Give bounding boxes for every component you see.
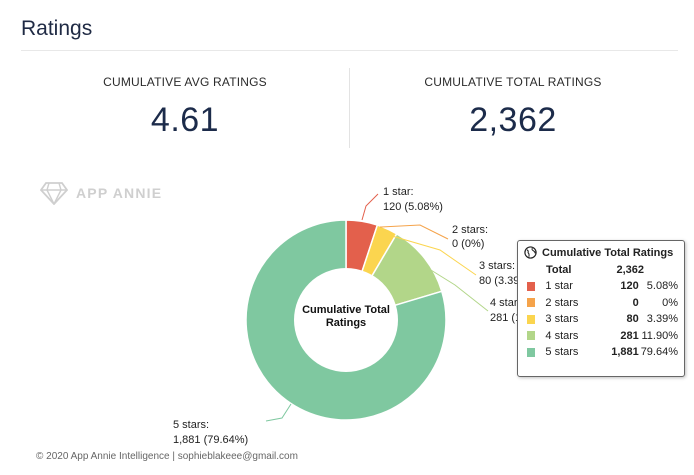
callout-5-stars-label: 5 stars: [173, 419, 209, 431]
stat-total-value: 2,362 [469, 101, 557, 139]
tooltip-row-pct: 0% [662, 296, 678, 309]
tooltip-row: 3 stars 80 3.39% [524, 311, 678, 328]
stat-avg-ratings: CUMULATIVE AVG RATINGS 4.61 [85, 75, 285, 140]
title-divider [21, 50, 678, 51]
globe-icon [524, 246, 537, 259]
tooltip-row-count: 80 [626, 313, 639, 326]
tooltip-row: 5 stars 1,881 79.64% [524, 344, 678, 361]
stat-avg-label: CUMULATIVE AVG RATINGS [103, 75, 267, 89]
footer-copyright: © 2020 App Annie Intelligence | sophiebl… [36, 451, 298, 462]
callout-2-stars-label: 2 stars: [452, 224, 488, 236]
tooltip-row-pct: 3.39% [646, 313, 678, 326]
stat-avg-value: 4.61 [150, 101, 220, 139]
tooltip-swatch [527, 298, 536, 308]
tooltip-header: Cumulative Total Ratings [524, 246, 678, 259]
tooltip-row-name: 1 star [545, 280, 573, 293]
tooltip-row-count: 1,881 [611, 346, 639, 359]
donut-hole [294, 268, 398, 372]
stat-total-label: CUMULATIVE TOTAL RATINGS [424, 75, 602, 89]
callout-leader-line [379, 224, 449, 240]
tooltip-row: 4 stars 281 11.90% [524, 328, 678, 345]
app-annie-watermark: APP ANNIE [40, 181, 162, 205]
tooltip-swatch [527, 331, 536, 341]
callout-3-stars-label: 3 stars: [479, 260, 515, 272]
tooltip-row-count: 120 [620, 280, 639, 293]
stat-divider [349, 68, 350, 148]
stat-total-ratings: CUMULATIVE TOTAL RATINGS 2,362 [413, 75, 613, 140]
callout-leader-line [361, 193, 379, 221]
watermark-text: APP ANNIE [76, 185, 163, 201]
tooltip-title: Cumulative Total Ratings [542, 246, 674, 259]
tooltip-total-row: Total 2,362 [524, 261, 678, 278]
tooltip-row-name: 2 stars [545, 296, 579, 309]
center-label-line1: Cumulative Total [302, 304, 390, 316]
callout-leader-line [265, 403, 292, 422]
center-label-line2: Ratings [326, 317, 366, 329]
callout-leader-line [417, 261, 489, 312]
tooltip-swatch [527, 347, 536, 357]
tooltip-row-count: 281 [620, 329, 639, 342]
tooltip-row-name: 3 stars [545, 313, 579, 326]
callout-1-star-value: 120 (5.08%) [383, 201, 443, 213]
tooltip-swatch [527, 281, 536, 291]
tooltip-row-pct: 11.90% [641, 329, 679, 342]
tooltip-row-pct: 79.64% [640, 346, 678, 359]
tooltip-row-name: 5 stars [545, 346, 579, 359]
tooltip-row-name: 4 stars [545, 329, 579, 342]
tooltip-total-value: 2,362 [616, 263, 644, 276]
callout-5-stars-value: 1,881 (79.64%) [173, 434, 248, 446]
tooltip-row: 2 stars 0 0% [524, 295, 678, 312]
chart-tooltip: Cumulative Total Ratings Total 2,362 1 s… [517, 240, 685, 377]
section-title: Ratings [21, 17, 93, 40]
callout-2-stars-value: 0 (0%) [452, 238, 484, 250]
tooltip-swatch [527, 314, 536, 324]
tooltip-row-count: 0 [632, 296, 639, 309]
tooltip-row-pct: 5.08% [646, 280, 678, 293]
tooltip-rows: 1 star 120 5.08% 2 stars 0 0% 3 stars 80 3.39% 4 … [524, 278, 678, 361]
callout-1-star-label: 1 star: [383, 186, 414, 198]
tooltip-total-label: Total [546, 263, 572, 276]
diamond-logo-icon [40, 182, 68, 205]
tooltip-row: 1 star 120 5.08% [524, 278, 678, 295]
callout-leader-line [391, 235, 477, 276]
